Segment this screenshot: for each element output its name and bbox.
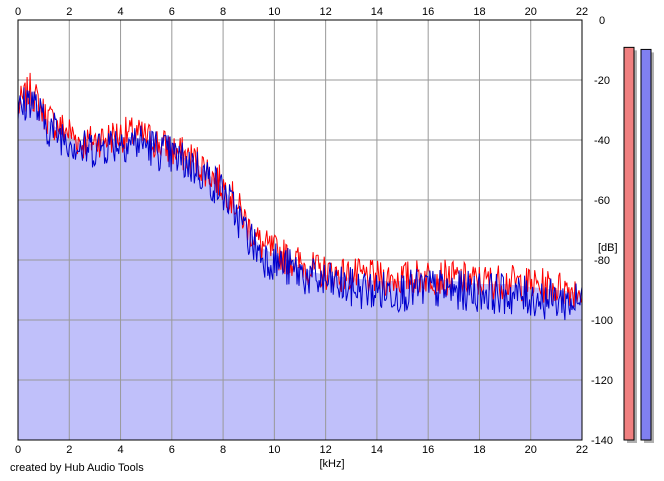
x-tick-label-bottom: 20: [525, 444, 537, 456]
x-tick-label-top: 0: [15, 6, 21, 18]
y-tick-label: -80: [594, 255, 610, 267]
x-tick-label-top: 18: [473, 6, 485, 18]
x-tick-label-bottom: 2: [66, 444, 72, 456]
level-meters: [623, 46, 654, 444]
x-tick-label-top: 20: [525, 6, 537, 18]
y-tick-label: -120: [591, 375, 613, 387]
tick-labels-layer: 002244668810101212141416161818202022220-…: [15, 6, 613, 456]
x-tick-label-bottom: 0: [15, 444, 21, 456]
x-tick-label-bottom: 16: [422, 444, 434, 456]
x-tick-label-top: 2: [66, 6, 72, 18]
plot-frame: [17, 19, 583, 441]
x-tick-label-top: 8: [220, 6, 226, 18]
x-tick-label-bottom: 6: [169, 444, 175, 456]
x-tick-label-top: 14: [371, 6, 383, 18]
x-tick-label-bottom: 12: [320, 444, 332, 456]
series-line-left: [17, 72, 583, 308]
y-axis-label: [dB]: [598, 242, 618, 254]
x-tick-label-bottom: 18: [473, 444, 485, 456]
x-tick-label-top: 12: [320, 6, 332, 18]
series-layer: [17, 72, 583, 321]
x-tick-label-top: 6: [169, 6, 175, 18]
x-tick-label-top: 16: [422, 6, 434, 18]
x-tick-label-bottom: 14: [371, 444, 383, 456]
y-tick-label: -100: [591, 315, 613, 327]
x-tick-label-bottom: 22: [576, 444, 588, 456]
x-axis-label: [kHz]: [319, 458, 344, 470]
y-tick-label: -20: [594, 75, 610, 87]
y-tick-label: -140: [591, 435, 613, 447]
level-meter-left: [623, 46, 635, 441]
level-meter-right: [640, 48, 652, 441]
x-tick-label-bottom: 10: [268, 444, 280, 456]
x-tick-label-top: 22: [576, 6, 588, 18]
x-tick-label-bottom: 4: [117, 444, 123, 456]
x-tick-label-top: 4: [117, 6, 123, 18]
y-tick-label: -60: [594, 195, 610, 207]
x-tick-label-top: 10: [268, 6, 280, 18]
y-tick-label: -40: [594, 135, 610, 147]
y-tick-label: 0: [599, 15, 605, 27]
x-tick-label-bottom: 8: [220, 444, 226, 456]
series-line-right: [17, 87, 583, 321]
credit-text: created by Hub Audio Tools: [10, 462, 144, 474]
